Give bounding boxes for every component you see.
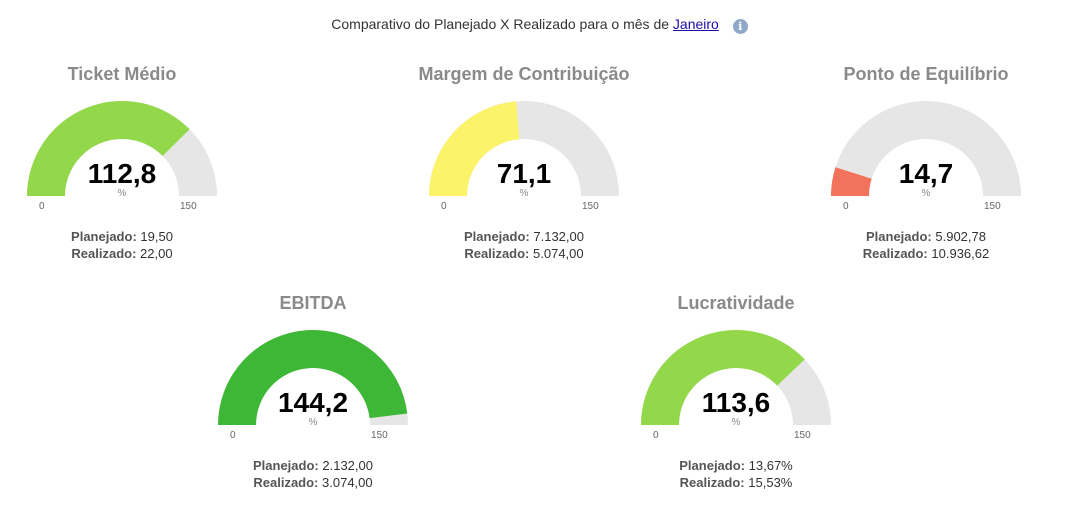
gauge-min-label: 0 — [843, 201, 849, 212]
planned-row: Planejado: 2.132,00 — [183, 457, 443, 474]
actual-value: 3.074,00 — [322, 475, 373, 490]
gauge-unit: % — [731, 417, 741, 428]
gauge-min-label: 0 — [39, 201, 45, 212]
header-text: Comparativo do Planejado X Realizado par… — [331, 16, 670, 32]
gauge-max-label: 150 — [582, 201, 599, 212]
actual-row: Realizado: 3.074,00 — [183, 474, 443, 491]
gauge-arc — [641, 329, 831, 425]
month-link[interactable]: Janeiro — [672, 16, 719, 32]
gauge-max-label: 150 — [794, 430, 811, 441]
gauge-fill — [27, 100, 190, 196]
actual-value: 10.936,62 — [931, 246, 990, 261]
gauge-info: Planejado: 2.132,00 Realizado: 3.074,00 — [183, 457, 443, 491]
actual-value: 22,00 — [140, 246, 173, 261]
gauge-title: Ticket Médio — [67, 64, 177, 84]
gauge-arc — [831, 101, 1021, 196]
gauge-value: 144,2 — [277, 387, 349, 418]
planned-row: Planejado: 19,50 — [0, 228, 252, 245]
actual-label: Realizado: — [679, 475, 745, 490]
planned-value: 19,50 — [140, 229, 173, 244]
gauge-title: Margem de Contribuição — [418, 64, 630, 84]
gauge-unit: % — [519, 188, 529, 199]
gauge-title: Ponto de Equilíbrio — [843, 64, 1009, 84]
actual-value: 15,53% — [748, 475, 793, 490]
planned-value: 7.132,00 — [533, 229, 584, 244]
actual-value: 5.074,00 — [533, 246, 584, 261]
gauge-unit: % — [921, 188, 931, 199]
actual-label: Realizado: — [464, 246, 530, 261]
page-header: Comparativo do Planejado X Realizado par… — [0, 16, 1079, 34]
actual-label: Realizado: — [253, 475, 319, 490]
gauge-max-label: 150 — [371, 430, 388, 441]
planned-value: 5.902,78 — [935, 229, 986, 244]
gauge-fill — [641, 329, 805, 425]
planned-label: Planejado: — [866, 229, 932, 244]
gauge-unit: % — [117, 188, 127, 199]
info-icon[interactable]: i — [732, 19, 748, 34]
gauge-info: Planejado: 7.132,00 Realizado: 5.074,00 — [394, 228, 654, 262]
gauge-value: 71,1 — [496, 158, 552, 189]
gauge-arc — [429, 101, 619, 196]
gauge-track — [831, 101, 1021, 196]
gauge-arc — [218, 329, 408, 425]
actual-row: Realizado: 5.074,00 — [394, 245, 654, 262]
planned-value: 2.132,00 — [322, 458, 373, 473]
planned-label: Planejado: — [71, 229, 137, 244]
gauge-info: Planejado: 13,67% Realizado: 15,53% — [606, 457, 866, 491]
gauge-max-label: 150 — [984, 201, 1001, 212]
planned-label: Planejado: — [464, 229, 530, 244]
gauge-fill — [429, 101, 520, 196]
gauge-fill — [831, 167, 872, 196]
planned-label: Planejado: — [679, 458, 746, 473]
actual-label: Realizado: — [862, 246, 928, 261]
actual-label: Realizado: — [71, 246, 137, 261]
actual-row: Realizado: 10.936,62 — [796, 245, 1056, 262]
gauge-fill — [218, 329, 408, 425]
planned-row: Planejado: 5.902,78 — [796, 228, 1056, 245]
actual-row: Realizado: 15,53% — [606, 474, 866, 491]
gauge-unit: % — [308, 417, 318, 428]
gauge-value: 112,8 — [87, 158, 157, 189]
gauge-min-label: 0 — [230, 430, 236, 441]
planned-row: Planejado: 7.132,00 — [394, 228, 654, 245]
planned-row: Planejado: 13,67% — [606, 457, 866, 474]
planned-label: Planejado: — [253, 458, 319, 473]
gauge-info: Planejado: 5.902,78 Realizado: 10.936,62 — [796, 228, 1056, 262]
gauge-title: Lucratividade — [677, 293, 795, 313]
planned-value: 13,67% — [748, 458, 793, 473]
gauge-value: 113,6 — [701, 387, 771, 418]
gauge-min-label: 0 — [441, 201, 447, 212]
gauge-max-label: 150 — [180, 201, 197, 212]
gauge-title: EBITDA — [279, 293, 347, 313]
actual-row: Realizado: 22,00 — [0, 245, 252, 262]
gauge-min-label: 0 — [653, 430, 659, 441]
gauge-info: Planejado: 19,50 Realizado: 22,00 — [0, 228, 252, 262]
gauge-arc — [27, 100, 217, 196]
gauge-value: 14,7 — [898, 158, 954, 189]
